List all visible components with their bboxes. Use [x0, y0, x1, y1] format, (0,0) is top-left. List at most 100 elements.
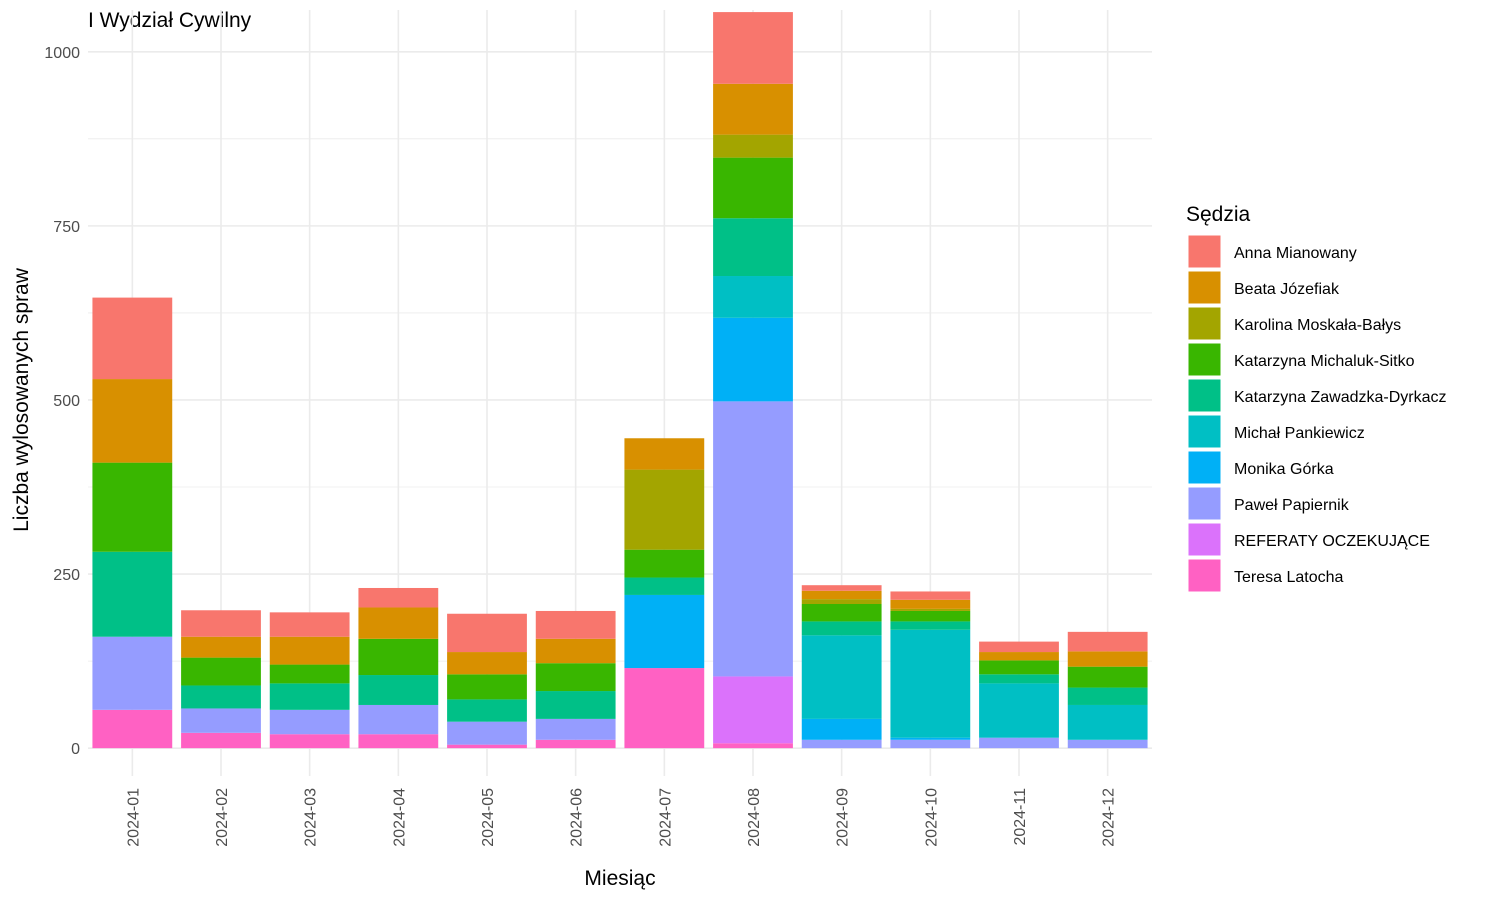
y-tick-label: 1000 — [44, 45, 80, 62]
bar-segment: Katarzyna Zawadzka-Dyrkacz — 2024-01: 12… — [92, 551, 173, 637]
bar-segment: Teresa Latocha — 2024-03: 20 — [269, 734, 350, 749]
bar-segment: Katarzyna Zawadzka-Dyrkacz — 2024-10: 12 — [890, 621, 971, 630]
legend-key — [1187, 342, 1222, 377]
bar-segment: Monika Górka — 2024-10: 3 — [890, 737, 971, 740]
x-tick-label: 2024-08 — [746, 788, 763, 847]
bar-segment: Anna Mianowany — 2024-03: 35 — [269, 612, 350, 637]
legend-label: Karolina Moskała-Bałys — [1234, 317, 1401, 334]
bar-segment: Michał Pankiewicz — 2024-08: 60 — [713, 276, 793, 318]
bar-segment: Anna Mianowany — 2024-12: 28 — [1067, 631, 1148, 652]
x-tick-label: 2024-05 — [480, 788, 497, 847]
legend-label: Anna Mianowany — [1234, 245, 1357, 262]
bar-segment: Teresa Latocha — 2024-08: 7 — [713, 743, 793, 749]
bar-segment: Katarzyna Michaluk-Sitko — 2024-09: 25 — [801, 603, 882, 622]
x-tick-label: 2024-01 — [125, 788, 142, 847]
x-tick-label: 2024-11 — [1012, 788, 1029, 846]
bar-segment: Beata Józefiak — 2024-04: 45 — [358, 607, 439, 639]
bar-segment: Beata Józefiak — 2024-09: 12 — [801, 590, 882, 600]
bar-segment: Michał Pankiewicz — 2024-10: 155 — [890, 629, 971, 738]
bar-segment: Katarzyna Zawadzka-Dyrkacz — 2024-07: 25 — [624, 577, 705, 595]
bar-segment: Anna Mianowany — 2024-09: 8 — [801, 585, 882, 591]
bar-segment: Anna Mianowany — 2024-06: 40 — [535, 610, 616, 639]
bar-segment: Anna Mianowany — 2024-02: 38 — [181, 610, 261, 637]
x-tick-label: 2024-03 — [303, 788, 320, 847]
bar-segment: Beata Józefiak — 2024-03: 40 — [269, 636, 350, 665]
y-tick-label: 500 — [53, 393, 80, 410]
legend-label: Katarzyna Michaluk-Sitko — [1234, 353, 1415, 370]
bar-segment: Beata Józefiak — 2024-12: 22 — [1067, 651, 1148, 667]
x-axis: 2024-01 2024-02 2024-03 2024-04 2024-05 2024-… — [125, 788, 1117, 847]
x-tick-label: 2024-06 — [569, 788, 586, 847]
bar-segment: Katarzyna Zawadzka-Dyrkacz — 2024-09: 20 — [801, 621, 882, 636]
bar-segment: Katarzyna Zawadzka-Dyrkacz — 2024-11: 13 — [979, 674, 1059, 684]
bar-segment: Monika Górka — 2024-09: 30 — [801, 718, 882, 740]
bar-segment: Teresa Latocha — 2024-04: 20 — [358, 734, 439, 749]
legend-key — [1187, 378, 1222, 413]
y-tick-label: 250 — [53, 567, 80, 584]
bar-segment: Karolina Moskała-Bałys — 2024-09: 7 — [801, 599, 882, 604]
bar-segment: Katarzyna Michaluk-Sitko — 2024-08: 87 — [713, 157, 793, 219]
legend-key — [1187, 558, 1222, 593]
legend-key — [1187, 486, 1222, 521]
bar-segment: Paweł Papiernik — 2024-10: 12 — [890, 739, 971, 749]
bar-segment: Katarzyna Zawadzka-Dyrkacz — 2024-12: 25 — [1067, 687, 1148, 705]
bar-segment: Katarzyna Michaluk-Sitko — 2024-03: 27 — [269, 664, 350, 684]
legend: Sędzia Anna Mianowany Beata Józefiak Karol… — [1186, 203, 1447, 593]
bar-segment: Katarzyna Michaluk-Sitko — 2024-06: 40 — [535, 663, 616, 692]
bar-segment: Katarzyna Michaluk-Sitko — 2024-01: 128 — [92, 462, 173, 552]
bar-segment: REFERATY OCZEKUJĄCE — 2024-08: 96 — [713, 676, 793, 744]
legend-title: Sędzia — [1186, 203, 1251, 226]
x-tick-label: 2024-12 — [1101, 788, 1118, 847]
bar-segment: Katarzyna Michaluk-Sitko — 2024-05: 36 — [447, 674, 527, 700]
y-tick-label: 0 — [71, 741, 80, 758]
bar-segment: Teresa Latocha — 2024-05: 5 — [447, 744, 527, 749]
bar-segment: Michał Pankiewicz — 2024-12: 50 — [1067, 704, 1148, 740]
legend-key — [1187, 306, 1222, 341]
bar-segment: Beata Józefiak — 2024-02: 30 — [181, 636, 261, 658]
x-tick-label: 2024-09 — [835, 788, 852, 847]
bar-segment: Katarzyna Zawadzka-Dyrkacz — 2024-08: 83 — [713, 218, 793, 277]
bar-segment: Beata Józefiak — 2024-11: 12 — [979, 652, 1059, 661]
bar-segment: Paweł Papiernik — 2024-06: 30 — [535, 718, 616, 740]
legend-label: REFERATY OCZEKUJĄCE — [1234, 533, 1430, 550]
bar-segment: Anna Mianowany — 2024-11: 15 — [979, 641, 1059, 653]
bar-segment: Beata Józefiak — 2024-01: 120 — [92, 379, 173, 463]
bar-segment: Karolina Moskała-Bałys — 2024-08: 33 — [713, 134, 793, 158]
bar-segment: Beata Józefiak — 2024-08: 73 — [713, 83, 793, 135]
bar-segment: Anna Mianowany — 2024-05: 55 — [447, 613, 527, 653]
bar-segment: Paweł Papiernik — 2024-03: 35 — [269, 709, 350, 735]
bar-segment: Monika Górka — 2024-08: 120 — [713, 317, 793, 402]
legend-label: Beata Józefiak — [1234, 281, 1340, 298]
bar-segment: Michał Pankiewicz — 2024-11: 78 — [979, 683, 1059, 738]
bar-segment: Paweł Papiernik — 2024-08: 395 — [713, 401, 793, 677]
bar-segment: Paweł Papiernik — 2024-04: 42 — [358, 704, 439, 735]
bar-segment: Beata Józefiak — 2024-06: 35 — [535, 638, 616, 664]
bar-segment: Katarzyna Zawadzka-Dyrkacz — 2024-05: 32 — [447, 699, 527, 722]
legend-key — [1187, 234, 1222, 269]
bar-segment: Teresa Latocha — 2024-06: 12 — [535, 739, 616, 749]
y-tick-label: 750 — [53, 219, 80, 236]
bar-segment: Paweł Papiernik — 2024-09: 12 — [801, 739, 882, 749]
legend-label: Katarzyna Zawadzka-Dyrkacz — [1234, 389, 1447, 406]
bar-segment: Katarzyna Zawadzka-Dyrkacz — 2024-02: 33 — [181, 685, 261, 709]
bar-segment: Katarzyna Zawadzka-Dyrkacz — 2024-04: 43 — [358, 675, 439, 705]
bar-segment: Katarzyna Michaluk-Sitko — 2024-12: 30 — [1067, 666, 1148, 688]
bar-segment: Katarzyna Michaluk-Sitko — 2024-02: 40 — [181, 657, 261, 686]
bar-segment: Paweł Papiernik — 2024-12: 12 — [1067, 739, 1148, 749]
legend-label: Teresa Latocha — [1234, 569, 1344, 586]
bar-segment: Michał Pankiewicz — 2024-09: 120 — [801, 635, 882, 719]
bar-segment: Paweł Papiernik — 2024-05: 33 — [447, 721, 527, 745]
x-tick-label: 2024-02 — [214, 788, 231, 847]
bar-segment: Beata Józefiak — 2024-05: 32 — [447, 652, 527, 675]
x-tick-label: 2024-10 — [923, 788, 940, 847]
bar-segment: Karolina Moskała-Bałys — 2024-10: 3 — [890, 608, 971, 611]
y-axis-title: Liczba wylosowanych spraw — [10, 267, 33, 532]
bar-segment: Teresa Latocha — 2024-07: 115 — [624, 668, 705, 749]
bar-segment: Katarzyna Zawadzka-Dyrkacz — 2024-06: 40 — [535, 691, 616, 719]
bar-segment: Beata Józefiak — 2024-07: 45 — [624, 438, 705, 470]
bar-segment: Anna Mianowany — 2024-01: 117 — [92, 297, 173, 380]
legend-label: Michał Pankiewicz — [1234, 425, 1365, 442]
bar-segment: Anna Mianowany — 2024-08: 103 — [713, 12, 793, 84]
bar-segment: Teresa Latocha — 2024-02: 22 — [181, 732, 261, 749]
bar-segment: Anna Mianowany — 2024-04: 28 — [358, 587, 439, 608]
